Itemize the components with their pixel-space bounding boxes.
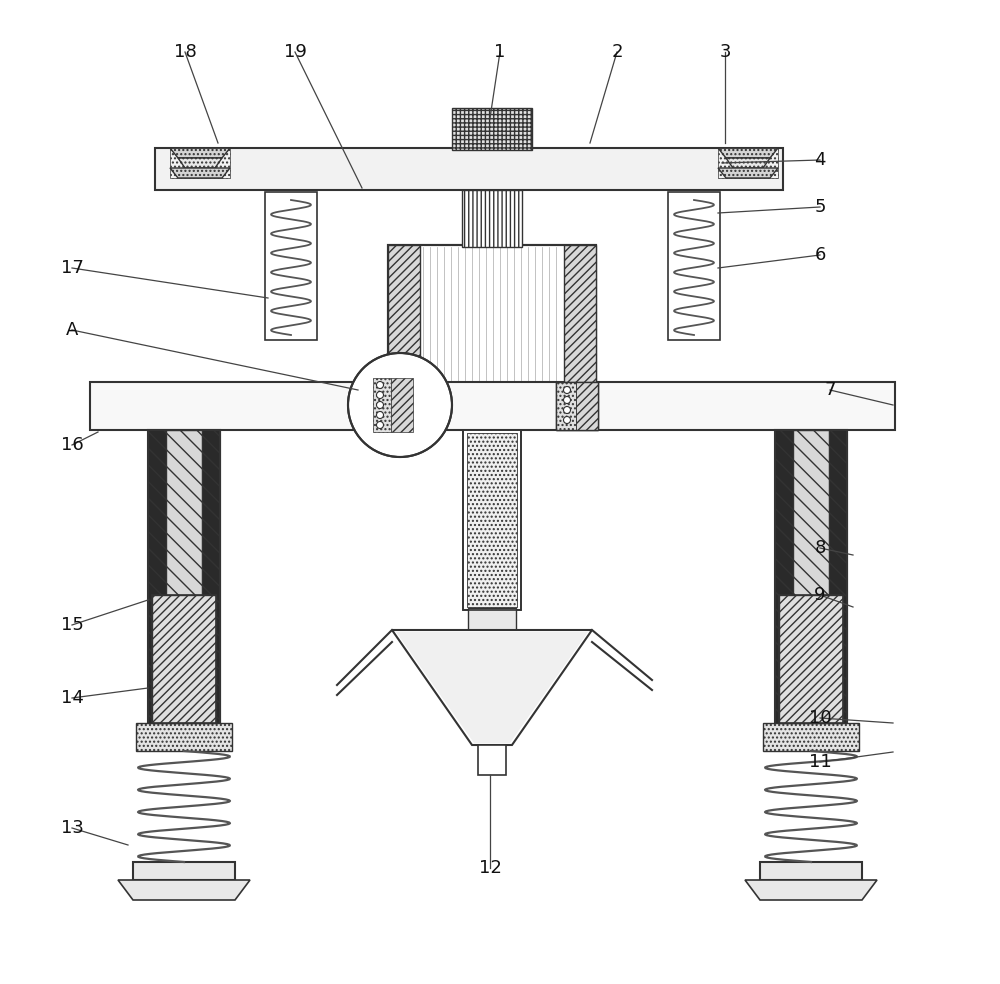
Text: 18: 18 bbox=[174, 43, 196, 61]
Bar bbox=[564, 245, 596, 410]
Text: 10: 10 bbox=[809, 709, 831, 727]
Bar bbox=[388, 245, 596, 410]
Text: 8: 8 bbox=[814, 539, 826, 557]
Circle shape bbox=[564, 406, 570, 413]
Bar bbox=[462, 190, 522, 247]
Bar bbox=[388, 245, 420, 410]
Bar bbox=[468, 608, 516, 630]
Text: 2: 2 bbox=[611, 43, 623, 61]
Bar bbox=[155, 148, 783, 190]
Polygon shape bbox=[718, 168, 778, 178]
Bar bbox=[388, 382, 408, 430]
Circle shape bbox=[376, 411, 384, 418]
Text: 9: 9 bbox=[814, 586, 826, 604]
Bar bbox=[829, 430, 847, 725]
Polygon shape bbox=[170, 168, 230, 178]
Polygon shape bbox=[392, 630, 592, 745]
Bar bbox=[373, 378, 391, 432]
Bar bbox=[556, 382, 598, 430]
Text: 16: 16 bbox=[61, 436, 83, 454]
Bar bbox=[388, 382, 430, 430]
Text: 6: 6 bbox=[814, 246, 826, 264]
Text: 14: 14 bbox=[61, 689, 83, 707]
Circle shape bbox=[564, 397, 570, 403]
Bar bbox=[152, 595, 216, 723]
Circle shape bbox=[376, 382, 384, 389]
Bar bbox=[467, 433, 517, 607]
Circle shape bbox=[376, 392, 384, 399]
Bar bbox=[202, 430, 220, 725]
Bar bbox=[576, 382, 598, 430]
Bar bbox=[775, 430, 793, 725]
Bar bbox=[136, 723, 232, 751]
Bar bbox=[779, 595, 843, 723]
Bar bbox=[148, 430, 220, 725]
Bar bbox=[478, 745, 506, 775]
Bar bbox=[718, 148, 778, 178]
Bar bbox=[90, 382, 895, 430]
Polygon shape bbox=[178, 158, 222, 168]
Text: 5: 5 bbox=[814, 198, 826, 216]
Polygon shape bbox=[170, 148, 230, 158]
Bar bbox=[388, 382, 430, 430]
Polygon shape bbox=[118, 880, 250, 900]
Circle shape bbox=[376, 401, 384, 408]
Bar bbox=[556, 382, 598, 430]
Text: 1: 1 bbox=[494, 43, 506, 61]
Text: 3: 3 bbox=[719, 43, 731, 61]
Circle shape bbox=[376, 421, 384, 428]
Bar bbox=[463, 430, 521, 610]
Bar bbox=[793, 430, 829, 725]
Bar bbox=[391, 378, 413, 432]
Bar bbox=[408, 382, 430, 430]
Bar bbox=[152, 595, 216, 723]
Polygon shape bbox=[745, 880, 877, 900]
Text: 11: 11 bbox=[809, 753, 831, 771]
Text: 19: 19 bbox=[284, 43, 306, 61]
Bar bbox=[170, 148, 230, 178]
Text: 17: 17 bbox=[61, 259, 83, 277]
Circle shape bbox=[564, 387, 570, 394]
Bar bbox=[388, 245, 596, 410]
Text: 15: 15 bbox=[61, 616, 83, 634]
Polygon shape bbox=[718, 148, 778, 158]
Bar bbox=[668, 192, 720, 340]
Text: 4: 4 bbox=[814, 151, 826, 169]
Circle shape bbox=[348, 353, 452, 457]
Bar bbox=[556, 382, 576, 430]
Text: 13: 13 bbox=[61, 819, 83, 837]
Text: 12: 12 bbox=[479, 859, 501, 877]
Bar bbox=[166, 430, 202, 725]
Bar bbox=[775, 430, 847, 725]
Bar bbox=[763, 723, 859, 751]
Text: A: A bbox=[66, 321, 78, 339]
Circle shape bbox=[564, 416, 570, 423]
Text: 7: 7 bbox=[824, 381, 836, 399]
Bar bbox=[779, 595, 843, 723]
Bar bbox=[463, 430, 521, 610]
Polygon shape bbox=[726, 158, 770, 168]
Polygon shape bbox=[396, 632, 588, 743]
Bar bbox=[452, 108, 532, 150]
Bar bbox=[760, 862, 862, 880]
Bar bbox=[265, 192, 317, 340]
Bar bbox=[133, 862, 235, 880]
Bar bbox=[148, 430, 166, 725]
